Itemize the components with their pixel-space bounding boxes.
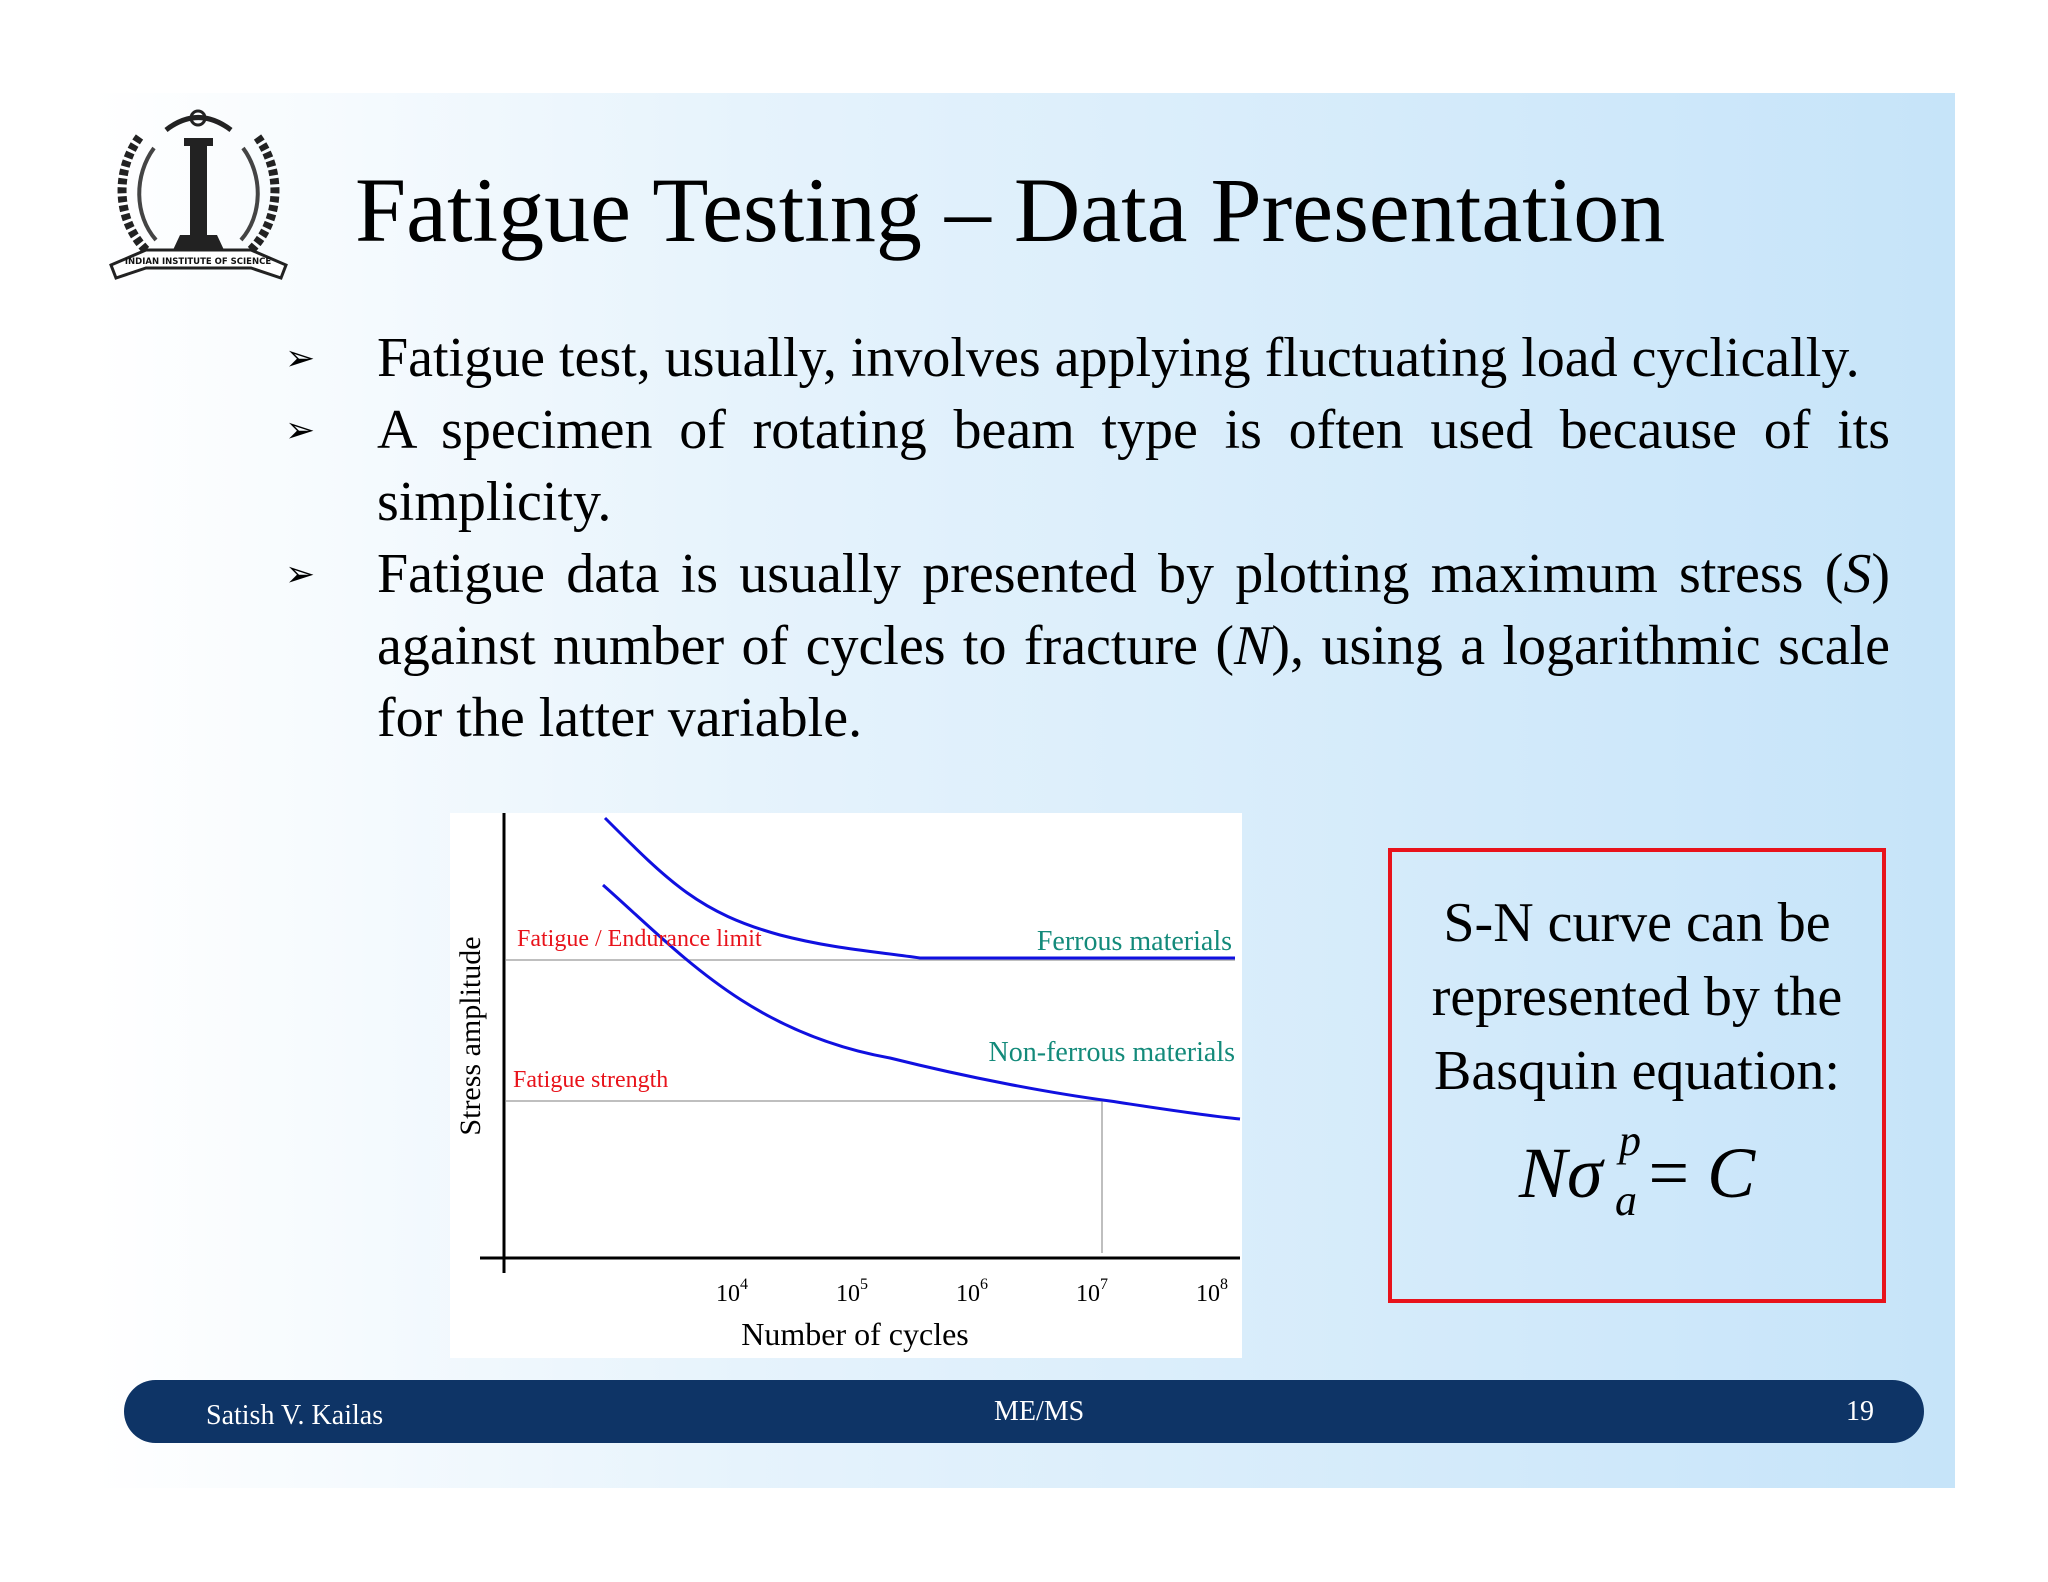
- bullet-text-part: ), using a logarithmic scale for the lat…: [377, 615, 1890, 749]
- iisc-logo: INDIAN INSTITUTE OF SCIENCE: [106, 100, 291, 285]
- x-tick-label: 104: [716, 1276, 748, 1307]
- formula-c: C: [1707, 1133, 1756, 1213]
- fatigue-strength-label: Fatigue strength: [513, 1067, 668, 1093]
- formula-n: N: [1518, 1133, 1567, 1213]
- x-tick-labels: 104 105 106 107 108: [716, 1276, 1228, 1307]
- slide-title: Fatigue Testing – Data Presentation: [355, 159, 1666, 261]
- formula-superscript: p: [1618, 1116, 1641, 1165]
- symbol-s: S: [1843, 543, 1872, 605]
- svg-text:INDIAN INSTITUTE OF SCIENCE: INDIAN INSTITUTE OF SCIENCE: [125, 257, 271, 267]
- bullet-item: ➢ Fatigue test, usually, involves applyi…: [285, 322, 1890, 394]
- arrow-bullet-icon: ➢: [285, 554, 316, 595]
- footer-page-number: 19: [1846, 1396, 1874, 1427]
- iisc-emblem-icon: INDIAN INSTITUTE OF SCIENCE: [109, 109, 288, 280]
- non-ferrous-series-label: Non-ferrous materials: [989, 1037, 1235, 1068]
- bullet-list: ➢ Fatigue test, usually, involves applyi…: [285, 322, 1890, 754]
- ferrous-curve: [603, 816, 1235, 960]
- sn-curve-figure: Fatigue / Endurance limit Fatigue streng…: [450, 813, 1242, 1358]
- basquin-formula: Nσ p a = C: [1392, 1119, 1882, 1223]
- non-ferrous-curve: [602, 883, 1241, 1121]
- arrow-bullet-icon: ➢: [285, 338, 316, 379]
- formula-sigma-symbol: σ: [1566, 1133, 1603, 1213]
- formula-subscript: a: [1614, 1176, 1637, 1225]
- x-tick-label: 105: [836, 1276, 868, 1307]
- bullet-text: Fatigue data is usually presented by plo…: [377, 538, 1890, 754]
- sn-curve-chart: Fatigue / Endurance limit Fatigue streng…: [454, 813, 1241, 1352]
- bullet-text-part: Fatigue data is usually presented by plo…: [377, 543, 1844, 605]
- symbol-n: N: [1234, 615, 1272, 677]
- x-tick-label: 107: [1076, 1276, 1108, 1307]
- bullet-item: ➢ A specimen of rotating beam type is of…: [285, 394, 1890, 538]
- x-axis-label: Number of cycles: [741, 1316, 968, 1352]
- x-tick-label: 108: [1196, 1276, 1228, 1307]
- formula-equals: =: [1648, 1133, 1690, 1213]
- bullet-text-part: ) against number of cycles to fracture (: [377, 543, 1890, 677]
- basquin-equation-box: S-N curve can be represented by the Basq…: [1388, 848, 1886, 1303]
- footer-bar: Satish V. Kailas ME/MS 19: [124, 1380, 1924, 1443]
- y-axis-label: Stress amplitude: [454, 936, 487, 1135]
- endurance-limit-label: Fatigue / Endurance limit: [517, 926, 762, 952]
- equation-description: S-N curve can be represented by the Basq…: [1431, 892, 1843, 1102]
- footer-author: Satish V. Kailas: [206, 1400, 384, 1431]
- bullet-text: Fatigue test, usually, involves applying…: [377, 327, 1860, 389]
- ferrous-series-label: Ferrous materials: [1037, 926, 1232, 957]
- bullet-item: ➢ Fatigue data is usually presented by p…: [285, 538, 1890, 754]
- arrow-bullet-icon: ➢: [285, 410, 316, 451]
- bullet-text: A specimen of rotating beam type is ofte…: [377, 399, 1890, 533]
- footer-course: ME/MS: [994, 1396, 1085, 1427]
- x-tick-label: 106: [956, 1276, 988, 1307]
